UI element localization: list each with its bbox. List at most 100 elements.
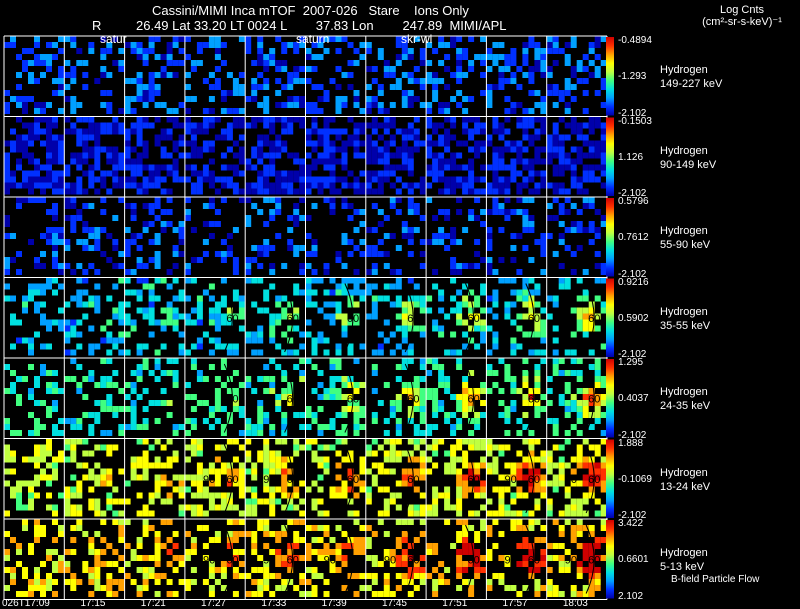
pixel <box>106 394 113 400</box>
pixel <box>172 164 179 171</box>
pixel <box>365 188 372 195</box>
pixel <box>269 215 276 221</box>
pixel <box>46 122 52 129</box>
pixel <box>474 263 481 269</box>
pixel <box>154 537 161 543</box>
pixel <box>552 555 559 561</box>
pixel <box>486 263 493 269</box>
pixel <box>154 197 161 203</box>
pixel <box>142 474 149 481</box>
pixel <box>245 486 252 493</box>
pixel <box>190 474 197 481</box>
pixel <box>438 325 445 332</box>
pixel <box>208 233 215 239</box>
pixel <box>600 277 607 284</box>
pixel <box>118 128 125 135</box>
pixel <box>510 72 517 78</box>
plot-title: Cassini/MIMI Inca mTOF 2007-026 Stare Io… <box>152 3 469 18</box>
pixel <box>540 325 547 332</box>
pixel <box>160 462 167 469</box>
pixel <box>359 239 366 245</box>
pixel <box>558 116 565 123</box>
colorbar-min-5: -2.102 <box>618 510 647 521</box>
pixel <box>190 277 197 284</box>
pixel <box>190 492 197 499</box>
pixel <box>462 561 469 567</box>
pixel <box>305 438 312 445</box>
pixel <box>10 295 16 302</box>
pixel <box>389 406 396 412</box>
pixel <box>329 418 336 424</box>
pixel <box>401 450 408 457</box>
pixel <box>395 480 402 487</box>
pixel <box>317 188 324 195</box>
pixel <box>576 60 583 66</box>
pixel <box>94 239 101 245</box>
pixel <box>70 66 77 72</box>
pixel <box>383 263 390 269</box>
pixel <box>438 170 445 177</box>
pixel <box>474 412 481 418</box>
pixel <box>456 197 463 203</box>
pixel <box>528 170 535 177</box>
pixel <box>582 438 589 445</box>
pixel <box>220 164 227 171</box>
pixel <box>564 102 571 108</box>
pixel <box>130 108 137 114</box>
pixel <box>124 269 131 275</box>
pixel <box>124 134 131 141</box>
pixel <box>323 579 330 585</box>
pixel <box>76 343 83 350</box>
pixel <box>510 102 517 108</box>
pixel <box>546 182 553 189</box>
tile-r6-c0 <box>4 519 64 597</box>
pixel <box>540 96 547 102</box>
pixel <box>492 146 499 153</box>
pixel <box>190 122 197 129</box>
pixel <box>130 462 137 469</box>
pixel <box>142 406 149 412</box>
pixel <box>287 400 294 406</box>
pixel <box>106 122 113 129</box>
pixel <box>468 146 475 153</box>
pixel <box>238 486 245 493</box>
pixel <box>492 60 499 66</box>
pixel <box>468 176 475 183</box>
pixel <box>202 289 209 296</box>
pixel <box>190 450 197 457</box>
pixel <box>269 263 276 269</box>
pixel <box>359 188 366 195</box>
pixel <box>510 277 517 284</box>
pixel <box>46 134 52 141</box>
pixel <box>407 188 414 195</box>
pixel <box>136 96 143 102</box>
pixel <box>492 116 499 123</box>
pixel <box>564 108 571 114</box>
pixel <box>582 555 589 561</box>
pixel <box>28 176 34 183</box>
pixel <box>329 313 336 320</box>
pixel <box>401 364 408 370</box>
pixel <box>317 498 324 505</box>
pixel <box>371 295 378 302</box>
pixel <box>329 158 336 165</box>
pixel <box>88 376 95 382</box>
pixel <box>251 245 258 251</box>
pixel <box>323 337 330 344</box>
pixel <box>492 42 499 48</box>
pixel <box>10 567 16 573</box>
pixel <box>166 221 173 227</box>
pixel <box>335 388 342 394</box>
pixel <box>64 203 71 209</box>
pixel <box>269 146 276 153</box>
pixel <box>82 289 89 296</box>
pixel <box>528 188 535 195</box>
contour-label-60: 60 <box>347 554 359 566</box>
pixel <box>401 325 408 332</box>
pixel <box>226 164 233 171</box>
pixel <box>456 486 463 493</box>
pixel <box>208 176 215 183</box>
pixel <box>432 412 439 418</box>
pixel <box>498 450 505 457</box>
pixel <box>52 462 58 469</box>
